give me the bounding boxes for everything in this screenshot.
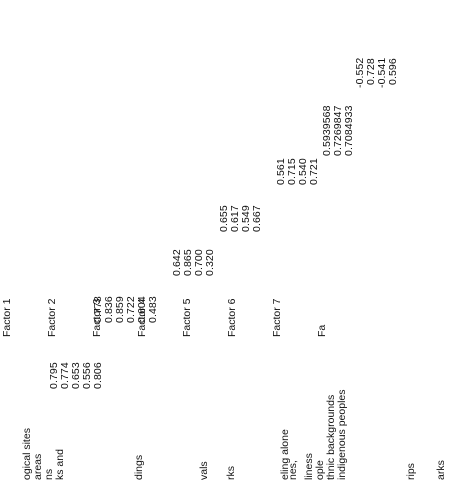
column-header: Factor 7 <box>272 298 283 337</box>
row-label: ns <box>44 469 55 480</box>
loading-value: 0.549 <box>241 205 252 232</box>
loading-value: 0.722 <box>126 296 137 323</box>
column-header: Factor 5 <box>182 298 193 337</box>
loading-value: 0.561 <box>276 158 287 185</box>
loading-value: 0.5939568 <box>322 105 333 156</box>
loading-value: 0.728 <box>366 58 377 85</box>
row-label: rks <box>226 466 237 480</box>
loading-value: 0.617 <box>230 205 241 232</box>
loading-value: 0.667 <box>252 205 263 232</box>
loading-value: 0.7084933 <box>344 105 355 156</box>
row-label: areas <box>33 454 44 480</box>
loading-value: 0.721 <box>309 158 320 185</box>
row-label: arks <box>436 460 447 480</box>
row-label: rips <box>406 463 417 480</box>
column-header: Factor 1 <box>2 298 13 337</box>
row-label: ogical sites <box>22 428 33 480</box>
loading-value: 0.655 <box>219 205 230 232</box>
loading-value: 0.774 <box>60 362 71 389</box>
row-label: liness <box>304 453 315 480</box>
loading-value: 0.604 <box>137 296 148 323</box>
column-header: Factor 6 <box>227 298 238 337</box>
loading-value: 0.778 <box>93 296 104 323</box>
loading-value: 0.540 <box>298 158 309 185</box>
loading-value: 0.700 <box>194 249 205 276</box>
loading-value: 0.653 <box>71 362 82 389</box>
loading-value: -0.552 <box>355 58 366 88</box>
row-label: dings <box>134 455 145 480</box>
loading-value: 0.806 <box>93 362 104 389</box>
loading-value: 0.795 <box>49 362 60 389</box>
loading-value: 0.859 <box>115 296 126 323</box>
row-label: ople <box>315 460 326 480</box>
loading-value: 0.715 <box>287 158 298 185</box>
row-label: ks and <box>55 449 66 480</box>
row-label: thnic backgrounds <box>326 395 337 480</box>
loading-value: 0.320 <box>205 249 216 276</box>
row-label: eling alone <box>280 429 291 480</box>
column-header: Fa <box>317 325 328 337</box>
loading-value: 0.483 <box>148 296 159 323</box>
row-label: vals <box>199 461 210 480</box>
loading-value: -0.541 <box>377 58 388 88</box>
loading-value: 0.7269847 <box>333 105 344 156</box>
loading-value: 0.642 <box>172 249 183 276</box>
loading-value: 0.596 <box>388 58 399 85</box>
column-header: Factor 2 <box>47 298 58 337</box>
row-label: indigenous peoples <box>337 390 348 480</box>
loading-value: 0.556 <box>82 362 93 389</box>
loading-value: 0.836 <box>104 296 115 323</box>
loading-value: 0.865 <box>183 249 194 276</box>
